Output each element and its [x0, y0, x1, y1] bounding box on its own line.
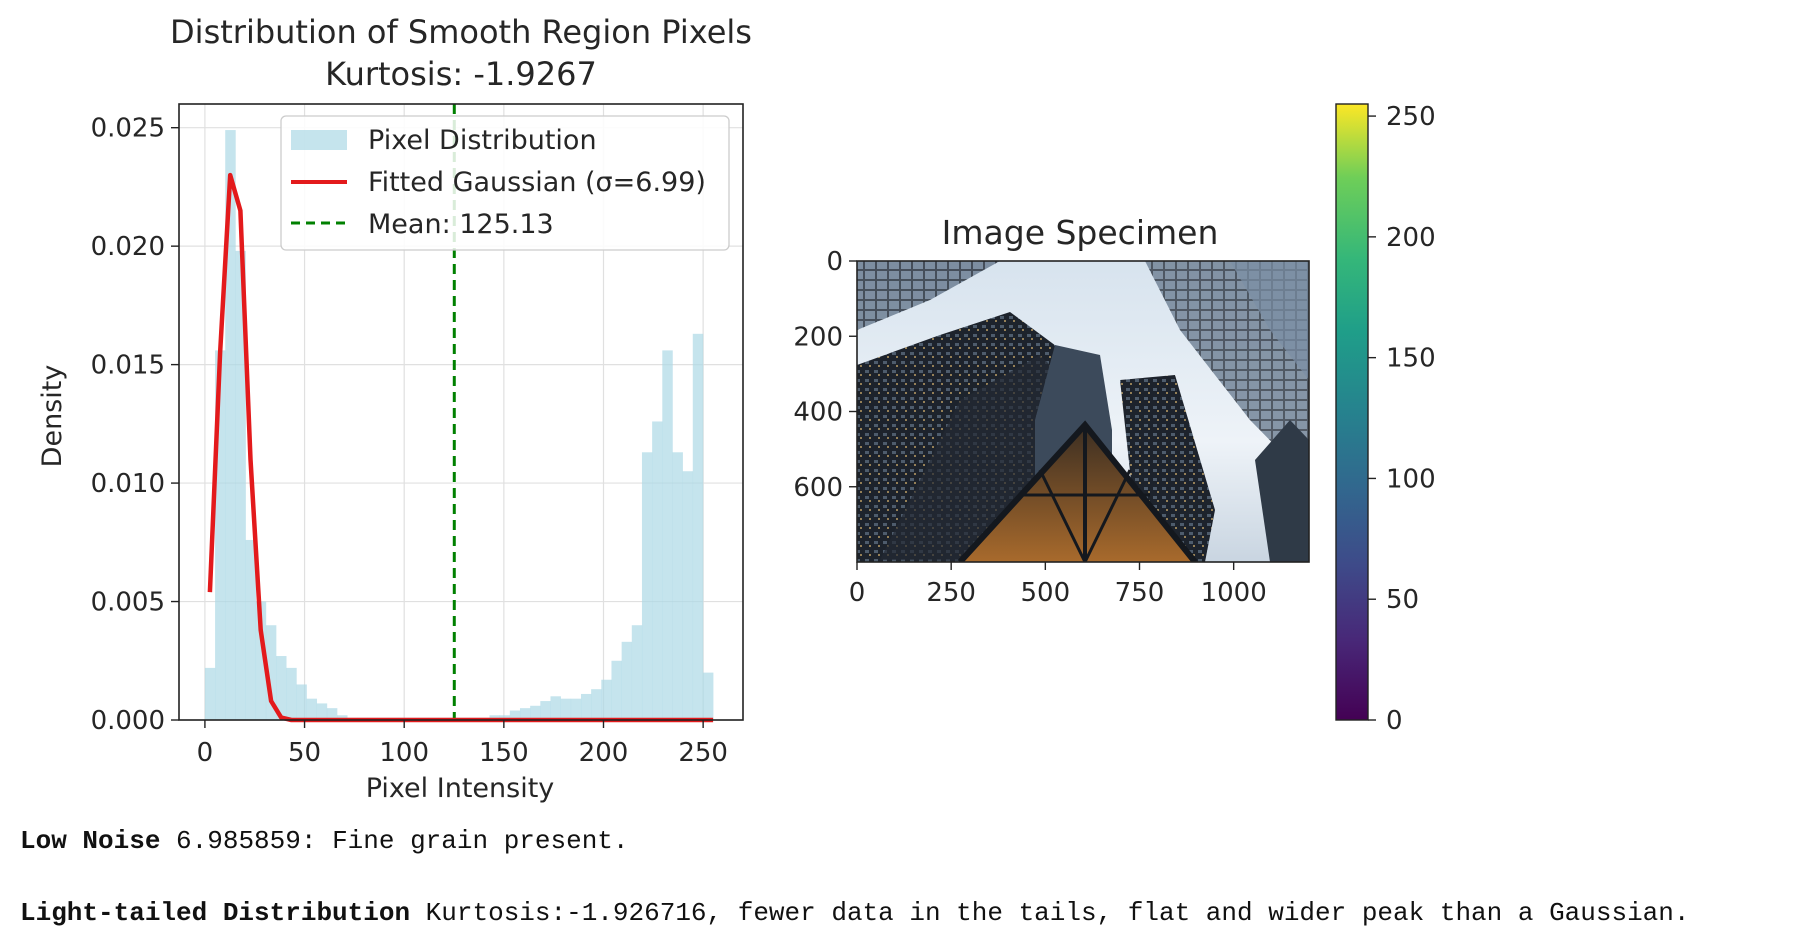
- legend-box: [280, 115, 730, 251]
- colorbar-tick-label: 200: [1386, 223, 1436, 253]
- hist-bar: [682, 471, 694, 720]
- colorbar-gradient: [1335, 103, 1369, 721]
- colorbar-tick-label: 100: [1386, 464, 1436, 494]
- hist-bar: [591, 689, 602, 720]
- hist-bar: [306, 698, 318, 720]
- legend-hist-label: Pixel Distribution: [368, 125, 597, 156]
- image-y-tick-label: 200: [793, 322, 843, 352]
- hist-y-tick-label: 0.025: [91, 114, 165, 144]
- hist-x-tick-label: 50: [288, 738, 321, 768]
- hist-bar: [530, 705, 541, 720]
- hist-bar: [204, 667, 216, 720]
- image-x-ticks: 0 250 500 750 1000: [849, 562, 1267, 608]
- colorbar-tick-label: 250: [1386, 102, 1436, 132]
- hist-bar: [611, 660, 622, 720]
- colorbar-tick-label: 50: [1386, 585, 1419, 615]
- noise-note: Low Noise 6.985859: Fine grain present.: [20, 826, 629, 856]
- hist-bar: [316, 703, 328, 720]
- hist-bar: [631, 625, 643, 720]
- hist-x-tick-label: 0: [197, 738, 214, 768]
- hist-bar: [265, 625, 277, 720]
- hist-y-tick-label: 0.010: [91, 469, 165, 499]
- hist-bar: [296, 684, 307, 720]
- hist-legend: Pixel Distribution Fitted Gaussian (σ=6.…: [280, 115, 730, 251]
- hist-axes-frame: [178, 103, 744, 721]
- hist-fit: [207, 172, 714, 723]
- image-x-tick-label: 500: [1021, 578, 1071, 608]
- hist-bar: [702, 672, 714, 720]
- image-panel: Image Specimen 0 250 500 750 1000 0 200 400 600: [793, 213, 1310, 608]
- hist-bar: [276, 656, 287, 720]
- hist-bars: [204, 130, 714, 720]
- hist-bar: [621, 641, 633, 720]
- image-specimen: [857, 261, 1309, 562]
- hist-bar: [519, 708, 531, 720]
- hist-y-tick-label: 0.020: [91, 232, 165, 262]
- image-x-tick-label: 750: [1115, 578, 1165, 608]
- hist-y-tick-label: 0.000: [91, 706, 165, 736]
- image-title: Image Specimen: [942, 213, 1219, 252]
- hist-bar: [570, 698, 582, 720]
- noise-note-text: 6.985859: Fine grain present.: [160, 826, 629, 856]
- hist-title-line2: Kurtosis: -1.9267: [325, 55, 597, 93]
- image-y-ticks: 0 200 400 600: [793, 247, 857, 503]
- hist-x-tick-label: 200: [579, 738, 629, 768]
- image-y-tick-label: 600: [793, 473, 843, 503]
- hist-bar: [509, 710, 521, 720]
- hist-ylabel: Density: [37, 365, 68, 468]
- hist-x-tick-label: 100: [379, 738, 429, 768]
- hist-bar: [672, 452, 683, 720]
- hist-bar: [601, 679, 612, 720]
- hist-bar: [550, 696, 561, 720]
- hist-bar: [337, 715, 348, 720]
- hist-title-line1: Distribution of Smooth Region Pixels: [170, 13, 752, 51]
- colorbar: 0 50 100 150 200 250: [1335, 102, 1436, 736]
- fitted-gaussian-line: [207, 172, 714, 723]
- hist-y-tick-label: 0.015: [91, 351, 165, 381]
- image-y-tick-label: 0: [826, 247, 843, 277]
- colorbar-tick-label: 150: [1386, 344, 1436, 374]
- histogram-panel: Distribution of Smooth Region Pixels Kur…: [37, 13, 752, 804]
- hist-bar: [255, 601, 267, 720]
- hist-bar: [641, 452, 653, 720]
- legend-fit-label: Fitted Gaussian (σ=6.99): [368, 167, 706, 198]
- hist-bar: [225, 130, 236, 720]
- hist-y-ticks: 0.000 0.005 0.010 0.015 0.020 0.025: [91, 114, 179, 736]
- legend-mean-label: Mean: 125.13: [368, 209, 554, 240]
- hist-bar: [560, 698, 572, 720]
- hist-x-ticks: 0 50 100 150 200 250: [197, 720, 728, 768]
- hist-bar: [245, 539, 257, 720]
- image-x-tick-label: 0: [849, 578, 866, 608]
- hist-bar: [499, 715, 511, 720]
- hist-bar: [580, 693, 592, 720]
- distribution-note-label: Light-tailed Distribution: [20, 898, 411, 928]
- hist-bar: [215, 350, 226, 720]
- colorbar-ticks: 0 50 100 150 200 250: [1368, 102, 1436, 736]
- hist-x-tick-label: 150: [479, 738, 529, 768]
- noise-note-label: Low Noise: [20, 826, 161, 856]
- distribution-note-text: Kurtosis:-1.926716, fewer data in the ta…: [410, 898, 1690, 928]
- hist-bar: [662, 350, 673, 720]
- hist-bar: [489, 715, 500, 720]
- colorbar-tick-label: 0: [1386, 706, 1403, 736]
- hist-bar: [692, 333, 704, 720]
- hist-bar: [286, 667, 297, 720]
- distribution-note: Light-tailed Distribution Kurtosis:-1.92…: [20, 898, 1690, 928]
- hist-bar: [235, 250, 246, 720]
- hist-bar: [326, 708, 338, 720]
- hist-bar: [540, 701, 551, 720]
- hist-bar: [652, 421, 663, 720]
- image-y-tick-label: 400: [793, 398, 843, 428]
- hist-x-tick-label: 250: [678, 738, 728, 768]
- hist-y-tick-label: 0.005: [91, 588, 165, 618]
- legend-hist-swatch: [291, 130, 347, 150]
- hist-xlabel: Pixel Intensity: [366, 773, 555, 804]
- image-x-tick-label: 1000: [1201, 578, 1267, 608]
- image-x-tick-label: 250: [926, 578, 976, 608]
